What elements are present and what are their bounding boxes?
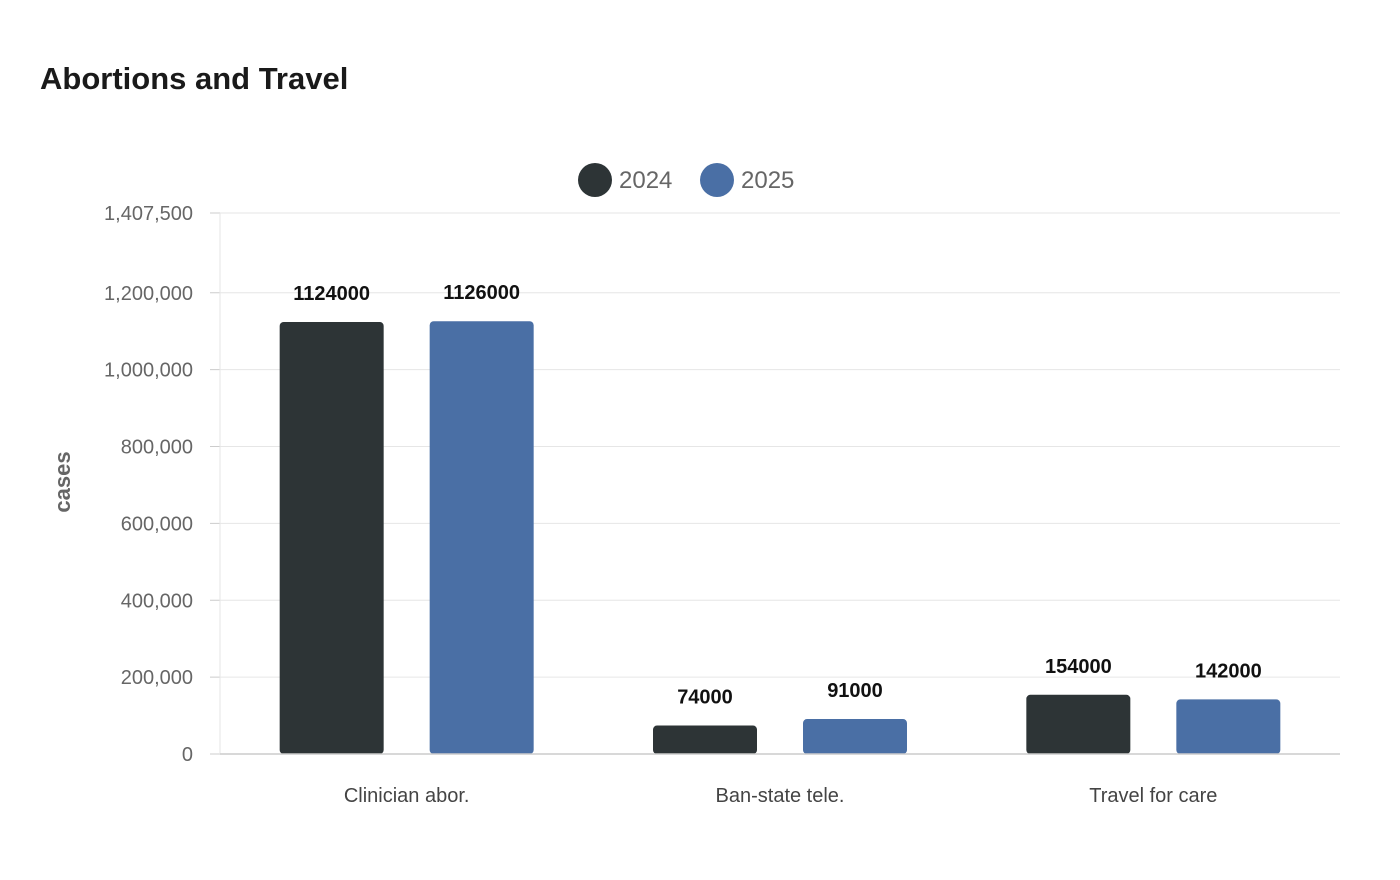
x-axis: Clinician abor. Ban-state tele. Travel for…: [220, 753, 1340, 807]
y-tick-label: 800,000: [121, 437, 193, 459]
data-label: 91000: [827, 680, 883, 702]
y-axis-title: cases: [50, 451, 75, 512]
legend-swatch-2024: [578, 163, 612, 197]
y-tick-label: 1,200,000: [104, 283, 193, 305]
legend-label-2024: 2024: [619, 167, 672, 194]
y-tick-label: 0: [182, 744, 193, 766]
data-label: 1126000: [443, 282, 520, 304]
data-labels: 1124000 1126000 74000 91000 154000 142000: [293, 282, 1261, 708]
bar-2024-2: [653, 725, 757, 754]
y-tick-label: 1,407,500: [104, 203, 193, 225]
data-label: 142000: [1195, 660, 1262, 682]
bar-2025-3: [1176, 699, 1281, 754]
gridlines: [220, 212, 1340, 678]
y-tick-label: 400,000: [121, 590, 193, 612]
y-axis: 0 200,000 400,000 600,000 800,000 1,000,000 1,…: [104, 203, 221, 766]
data-label: 154000: [1045, 656, 1112, 678]
data-label: 1124000: [293, 283, 370, 305]
bar-2025-2: [803, 719, 907, 754]
bar-2024-3: [1026, 694, 1131, 754]
legend-label-2025: 2025: [741, 167, 794, 194]
x-tick-label: Clinician abor.: [344, 785, 470, 807]
bar-2024-1: [279, 321, 384, 754]
x-tick-label: Ban-state tele.: [716, 785, 845, 807]
y-tick-label: 600,000: [121, 513, 193, 535]
bars: [279, 321, 1281, 754]
data-label: 74000: [677, 687, 733, 709]
y-tick-label: 1,000,000: [104, 360, 193, 382]
y-tick-label: 200,000: [121, 667, 193, 689]
legend-swatch-2025: [700, 163, 734, 197]
x-tick-label: Travel for care: [1089, 785, 1217, 807]
legend: 2024 2025: [578, 163, 794, 197]
chart-title: Abortions and Travel: [40, 61, 349, 96]
bar-2025-1: [429, 321, 534, 754]
